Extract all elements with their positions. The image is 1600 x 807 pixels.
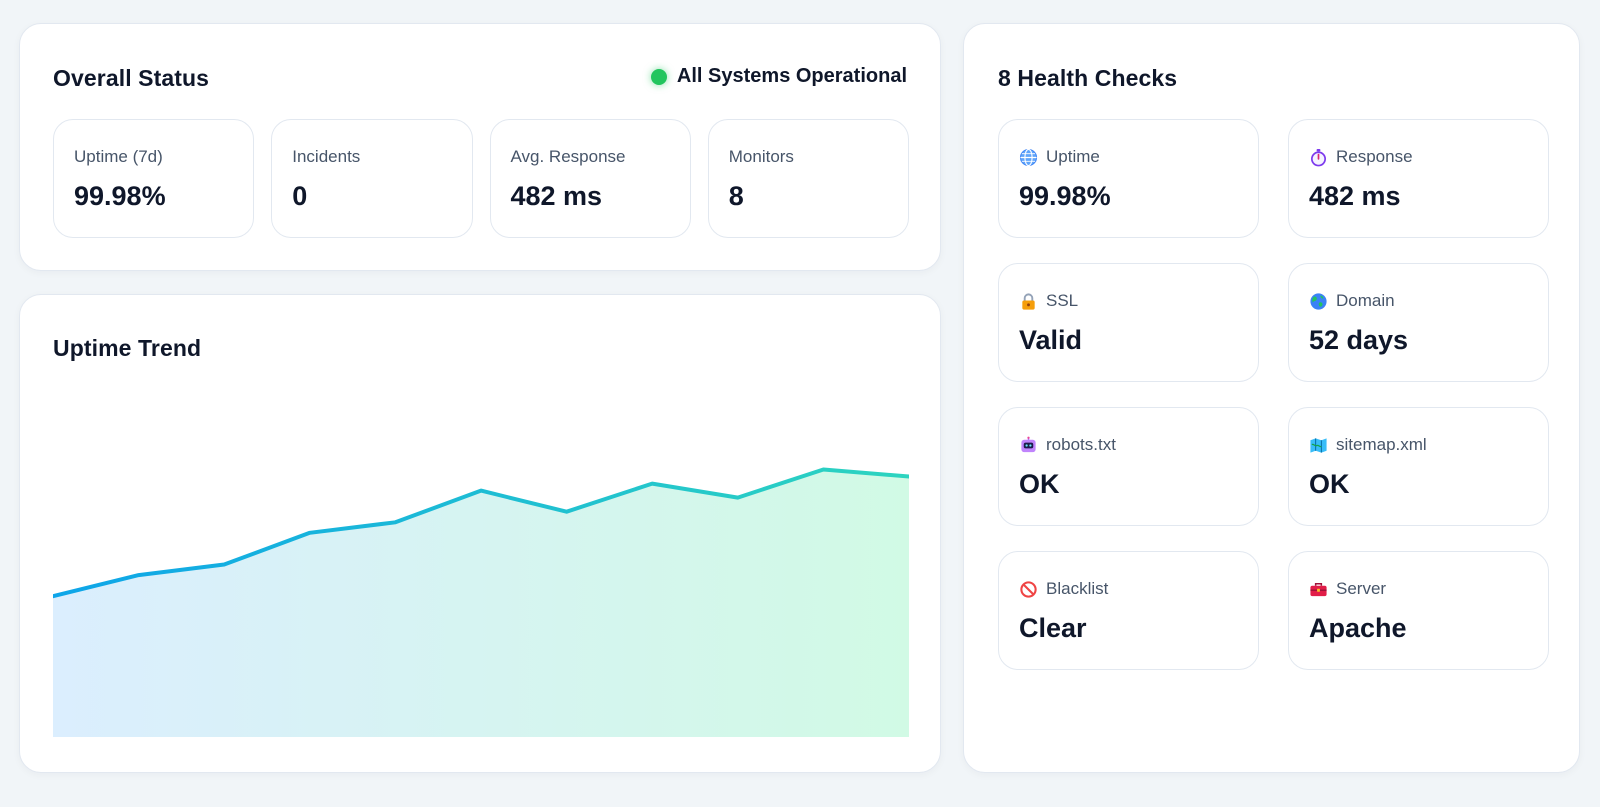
uptime-data-point	[820, 466, 826, 472]
health-check-label: Response	[1336, 147, 1413, 166]
metric-value: 8	[728, 181, 744, 211]
uptime-data-point	[136, 572, 142, 578]
uptime-trend-title: Uptime Trend	[53, 335, 202, 361]
lock-icon	[1019, 292, 1038, 311]
metric-value: 482 ms	[510, 181, 603, 211]
globe-icon	[1019, 148, 1038, 167]
uptime-data-point	[649, 481, 655, 487]
metric-value: 99.98%	[74, 181, 166, 211]
health-check-value: Clear	[1019, 613, 1087, 643]
earth-icon	[1309, 292, 1328, 311]
health-check-ssl: SSL Valid	[998, 263, 1259, 382]
health-check-label-row: robots.txt	[1019, 435, 1116, 455]
uptime-series-line	[53, 467, 909, 599]
health-check-label-row: sitemap.xml	[1309, 435, 1427, 455]
uptime-trend-card: Uptime Trend	[19, 294, 941, 773]
health-checks-card: 8 Health Checks Uptime 99.98% Response 4…	[963, 23, 1580, 773]
system-status-indicator: All Systems Operational	[650, 65, 907, 88]
health-check-server: Server Apache	[1288, 551, 1549, 670]
toolbox-icon	[1309, 580, 1328, 599]
health-check-sitemap: sitemap.xml OK	[1288, 407, 1549, 526]
health-check-label: Domain	[1336, 291, 1395, 310]
health-check-label: robots.txt	[1046, 435, 1116, 454]
health-check-label: Server	[1336, 579, 1387, 598]
health-check-value: 482 ms	[1309, 181, 1401, 211]
health-check-label-row: Domain	[1309, 291, 1395, 311]
health-check-domain: Domain 52 days	[1288, 263, 1549, 382]
uptime-data-point	[307, 530, 313, 536]
uptime-data-point	[221, 562, 227, 568]
map-icon	[1309, 436, 1328, 455]
metric-label: Monitors	[728, 147, 794, 166]
health-check-value: Apache	[1309, 613, 1407, 643]
health-check-label-row: Blacklist	[1019, 579, 1108, 599]
uptime-trend-svg	[53, 466, 909, 737]
robot-icon	[1019, 436, 1038, 455]
overall-status-title: Overall Status	[53, 65, 210, 91]
health-checks-title: 8 Health Checks	[998, 65, 1178, 91]
metric-uptime: Uptime (7d) 99.98%	[53, 119, 255, 238]
health-check-label-row: Server	[1309, 579, 1386, 599]
status-dot-icon	[650, 68, 667, 85]
metric-monitors: Monitors 8	[707, 119, 909, 238]
uptime-data-point	[564, 509, 570, 515]
health-check-label: SSL	[1046, 291, 1079, 310]
metric-incidents: Incidents 0	[271, 119, 473, 238]
metric-label: Incidents	[292, 147, 361, 166]
health-check-value: 99.98%	[1019, 181, 1111, 211]
metric-value: 0	[292, 181, 308, 211]
uptime-trend-chart	[53, 385, 909, 737]
health-check-value: 52 days	[1309, 325, 1409, 355]
health-checks-grid: Uptime 99.98% Response 482 ms SSL Valid	[998, 119, 1549, 670]
health-check-value: OK	[1309, 469, 1350, 499]
health-check-value: Valid	[1019, 325, 1083, 355]
overall-status-card: Overall Status All Systems Operational U…	[19, 23, 941, 271]
metric-label: Avg. Response	[510, 147, 626, 166]
uptime-data-point	[735, 495, 741, 501]
health-check-label-row: Response	[1309, 147, 1413, 167]
prohibited-icon	[1019, 580, 1038, 599]
uptime-data-point	[392, 519, 398, 525]
stopwatch-icon	[1309, 148, 1328, 167]
system-status-text: All Systems Operational	[676, 65, 907, 87]
uptime-area-fill	[53, 469, 909, 737]
health-check-label: sitemap.xml	[1336, 435, 1427, 454]
health-check-uptime: Uptime 99.98%	[998, 119, 1259, 238]
health-check-label-row: SSL	[1019, 291, 1078, 311]
health-check-value: OK	[1019, 469, 1060, 499]
health-check-label: Blacklist	[1046, 579, 1109, 598]
metric-label: Uptime (7d)	[74, 147, 163, 166]
health-check-robots: robots.txt OK	[998, 407, 1259, 526]
health-check-response: Response 482 ms	[1288, 119, 1549, 238]
health-check-label: Uptime	[1046, 147, 1100, 166]
health-check-label-row: Uptime	[1019, 147, 1100, 167]
metrics-row: Uptime (7d) 99.98% Incidents 0 Avg. Resp…	[53, 119, 909, 238]
uptime-data-point	[478, 488, 484, 494]
metric-avg-response: Avg. Response 482 ms	[489, 119, 691, 238]
health-check-blacklist: Blacklist Clear	[998, 551, 1259, 670]
